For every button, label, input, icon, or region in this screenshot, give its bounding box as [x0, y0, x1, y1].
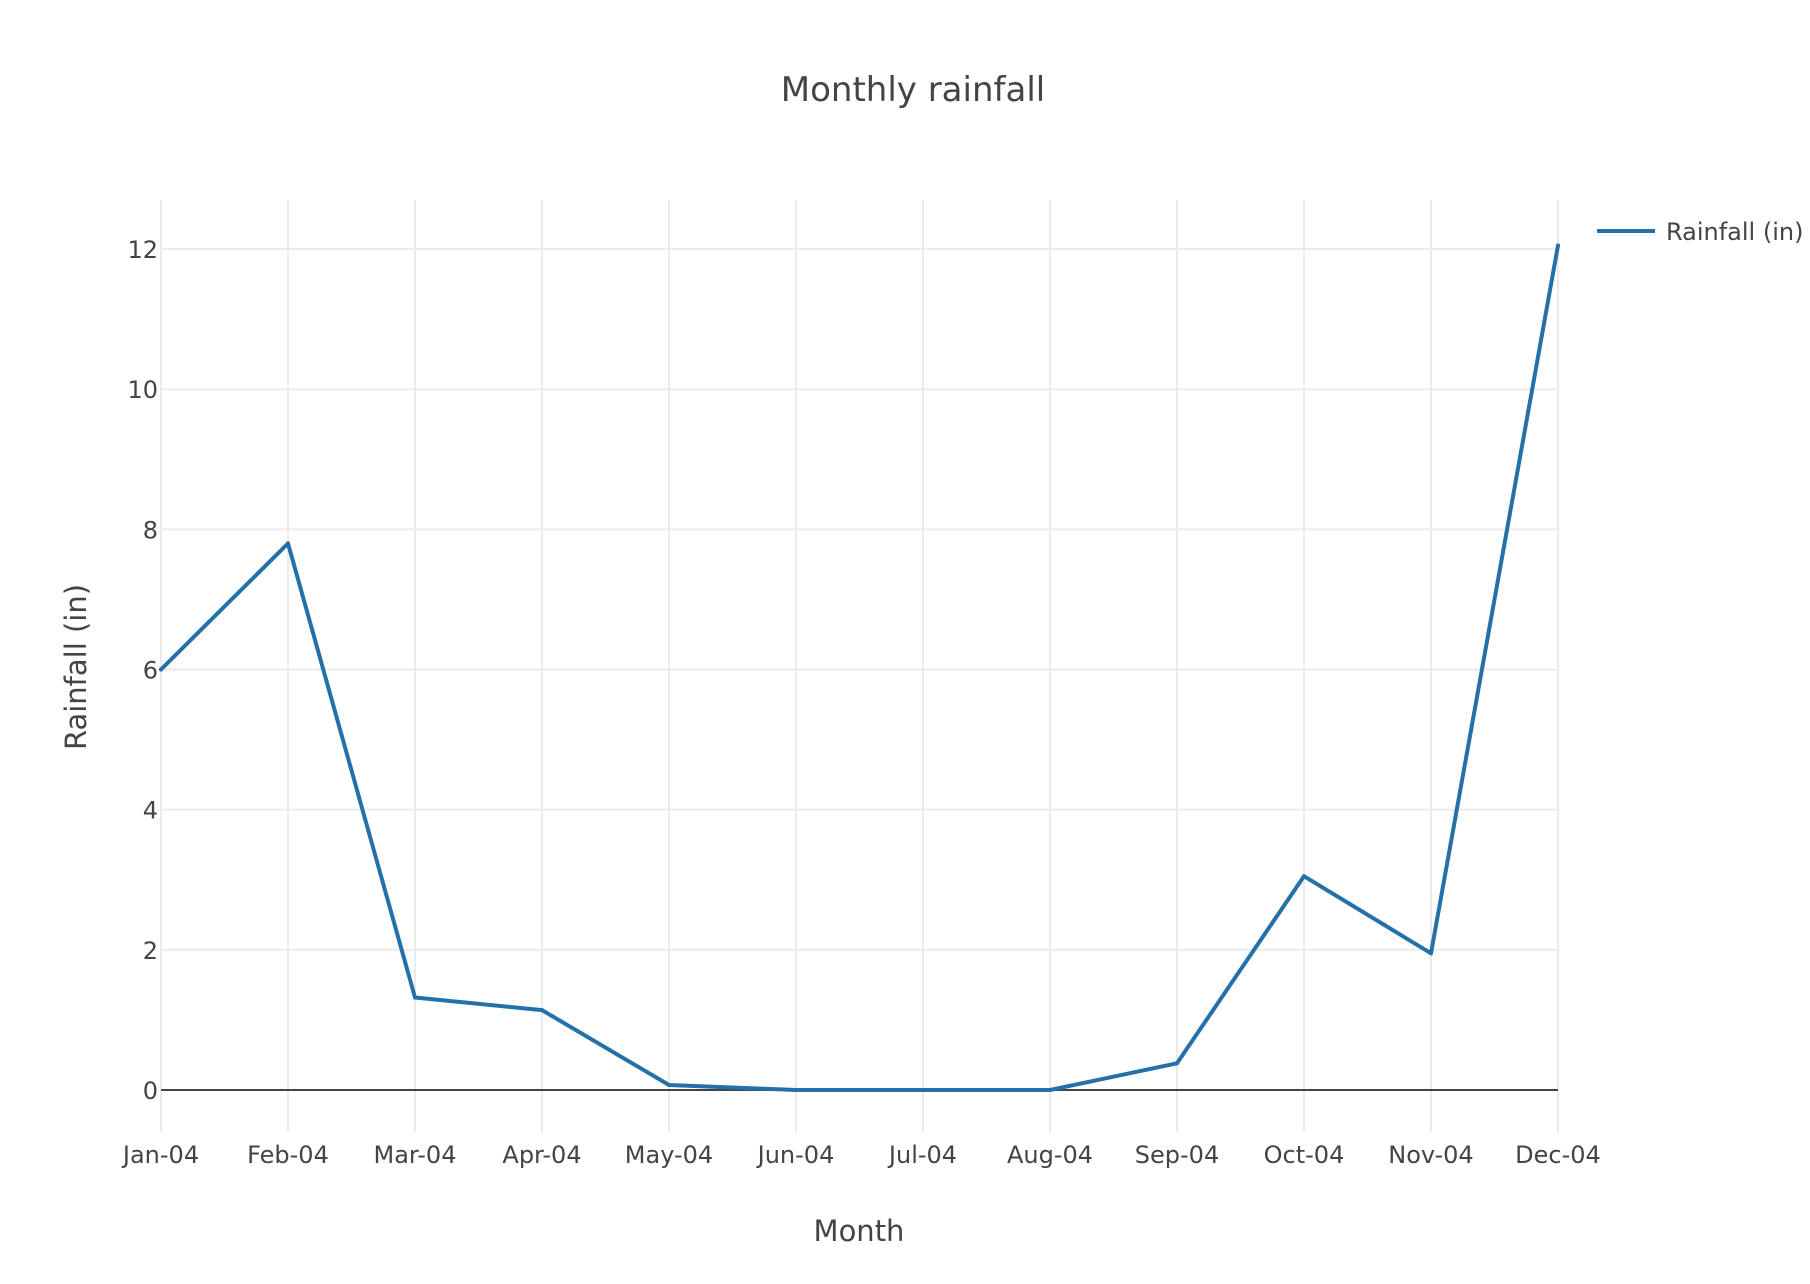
legend-label-rainfall: Rainfall (in)	[1666, 218, 1803, 246]
chart-title: Monthly rainfall	[781, 70, 1045, 110]
x-axis-title: Month	[814, 1214, 905, 1248]
data-point	[159, 667, 163, 672]
series-line-rainfall	[159, 243, 1560, 1092]
data-point	[794, 1088, 798, 1092]
data-point	[1556, 243, 1560, 248]
data-point	[1175, 1061, 1179, 1066]
grid-lines	[160, 200, 1559, 1132]
x-tick-label: Jul-04	[887, 1141, 957, 1169]
x-tick-label: Jan-04	[121, 1141, 199, 1169]
data-point	[1302, 874, 1306, 879]
y-tick-label: 0	[143, 1077, 158, 1105]
data-point	[1429, 951, 1433, 956]
x-tick-label: Apr-04	[502, 1141, 581, 1169]
data-point	[667, 1083, 671, 1087]
x-tick-label: May-04	[625, 1141, 713, 1169]
x-tick-label: Sep-04	[1135, 1141, 1219, 1169]
x-tick-label: Dec-04	[1515, 1141, 1601, 1169]
data-point	[921, 1088, 925, 1092]
y-axis-ticks: 0 2 4 6 8 10 12	[127, 236, 158, 1105]
data-point	[286, 541, 290, 546]
legend[interactable]: Rainfall (in)	[1597, 218, 1803, 246]
x-tick-label: Feb-04	[247, 1141, 329, 1169]
data-point	[1048, 1088, 1052, 1092]
x-tick-label: Oct-04	[1264, 1141, 1345, 1169]
x-tick-label: Jun-04	[756, 1141, 835, 1169]
x-tick-label: Mar-04	[374, 1141, 457, 1169]
data-point	[413, 995, 417, 1000]
y-tick-label: 8	[143, 516, 158, 544]
y-tick-label: 10	[127, 376, 158, 404]
x-tick-label: Nov-04	[1388, 1141, 1473, 1169]
y-tick-label: 12	[127, 236, 158, 264]
y-axis-title: Rainfall (in)	[59, 584, 93, 750]
series-layer	[159, 243, 1560, 1092]
data-point	[540, 1008, 544, 1013]
y-tick-label: 2	[143, 937, 158, 965]
x-axis-ticks: Jan-04 Feb-04 Mar-04 Apr-04 May-04 Jun-04 Jul-…	[121, 1141, 1601, 1169]
y-tick-label: 4	[143, 797, 158, 825]
y-tick-label: 6	[143, 657, 158, 685]
x-tick-label: Aug-04	[1007, 1141, 1093, 1169]
